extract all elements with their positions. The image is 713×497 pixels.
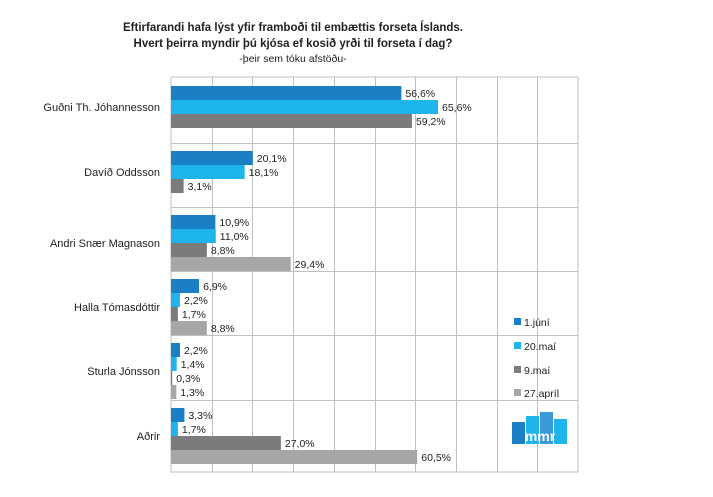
data-label: 56,6% xyxy=(405,88,435,100)
bar xyxy=(171,151,253,165)
logo-block xyxy=(540,412,553,444)
bar xyxy=(171,321,207,335)
value-labels: 56,6% 65,6% 59,2% 20,1% 18,1% 3,1% 10,9% 11,0% 8… xyxy=(176,88,472,464)
bar xyxy=(171,279,200,293)
data-label: 1,4% xyxy=(181,359,205,371)
bar xyxy=(171,436,281,450)
data-label: 1,7% xyxy=(182,424,206,436)
category-label: Andri Snær Magnason xyxy=(50,238,160,250)
logo-block xyxy=(554,419,567,444)
bar xyxy=(171,408,185,422)
legend-swatch xyxy=(514,318,521,325)
category-label: Aðrir xyxy=(137,431,161,443)
data-label: 10,9% xyxy=(219,217,249,229)
logo-text: mmr xyxy=(525,428,556,444)
data-label: 60,5% xyxy=(421,452,451,464)
data-label: 1,7% xyxy=(182,309,206,321)
bars xyxy=(171,86,438,464)
category-label: Halla Tómasdóttir xyxy=(74,302,160,314)
data-label: 18,1% xyxy=(249,167,279,179)
logo-block xyxy=(512,422,525,444)
chart-title: Eftirfarandi hafa lýst yfir framboði til… xyxy=(123,21,463,65)
legend-label: 9.maí xyxy=(524,365,550,377)
mmr-logo: mmr xyxy=(512,412,567,444)
legend-swatch xyxy=(514,389,521,396)
data-label: 2,2% xyxy=(184,295,208,307)
bar xyxy=(171,450,418,464)
data-label: 11,0% xyxy=(220,231,249,243)
data-label: 2,2% xyxy=(184,345,208,357)
bar xyxy=(171,307,178,321)
bar xyxy=(171,343,180,357)
data-label: 0,3% xyxy=(176,373,200,385)
bar xyxy=(171,385,177,399)
logo-block xyxy=(526,416,539,444)
legend-label: 27.apríl xyxy=(524,388,559,400)
bar xyxy=(171,257,291,271)
bar xyxy=(171,229,216,243)
bar xyxy=(171,86,402,100)
bar xyxy=(171,215,216,229)
data-label: 8,8% xyxy=(211,323,235,335)
legend-swatch xyxy=(514,366,521,373)
gridlines xyxy=(170,76,579,473)
bar xyxy=(171,357,177,371)
legend: 1.júní 20.maí 9.maí 27.apríl xyxy=(514,317,559,400)
data-label: 59,2% xyxy=(416,116,446,128)
chart-title-line-2: Hvert þeirra myndir þú kjósa ef kosið yr… xyxy=(134,38,453,50)
data-label: 65,6% xyxy=(442,102,472,114)
category-label: Davíð Oddsson xyxy=(84,167,160,179)
bar xyxy=(171,293,180,307)
data-label: 6,9% xyxy=(203,281,227,293)
data-label: 3,3% xyxy=(188,410,212,422)
bar xyxy=(171,422,178,436)
category-label: Guðni Th. Jóhannesson xyxy=(43,102,160,114)
category-label: Sturla Jónsson xyxy=(87,366,160,378)
bar xyxy=(171,243,207,257)
data-label: 20,1% xyxy=(257,153,287,165)
category-labels: Guðni Th. Jóhannesson Davíð Oddsson Andri … xyxy=(43,102,160,443)
data-label: 3,1% xyxy=(188,181,212,193)
chart-title-line-1: Eftirfarandi hafa lýst yfir framboði til… xyxy=(123,21,463,34)
data-label: 29,4% xyxy=(295,259,325,271)
data-label: 27,0% xyxy=(285,438,315,450)
bar xyxy=(171,179,184,193)
data-label: 1,3% xyxy=(180,387,204,399)
bar xyxy=(171,100,438,114)
bar xyxy=(171,114,412,128)
chart-subtitle: -þeir sem tóku afstöðu- xyxy=(239,53,347,65)
bar xyxy=(171,371,173,385)
legend-swatch xyxy=(514,342,521,349)
legend-label: 1.júní xyxy=(524,317,550,329)
legend-label: 20.maí xyxy=(524,341,556,353)
plot-area-border xyxy=(170,76,579,473)
data-label: 8,8% xyxy=(211,245,235,257)
bar xyxy=(171,165,245,179)
